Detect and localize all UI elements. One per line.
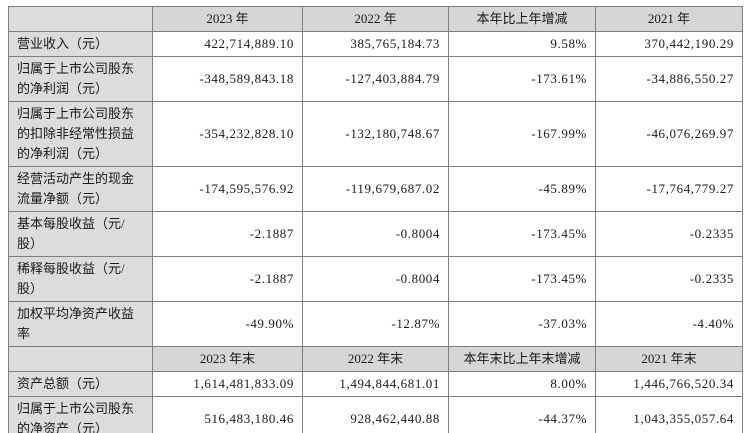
cell-2021: 1,043,355,057.64 (595, 396, 743, 433)
col-header-2021-end: 2021 年末 (595, 346, 743, 372)
corner-cell (8, 6, 153, 32)
col-header-end-change: 本年末比上年末增减 (448, 346, 596, 372)
row-label: 归属于上市公司股东的扣除非经常性损益的净利润（元） (8, 101, 153, 167)
cell-2022: -119,679,687.02 (302, 166, 449, 212)
cell-2021: -17,764,779.27 (595, 166, 743, 212)
row-label: 归属于上市公司股东的净利润（元） (8, 56, 153, 102)
col-header-2021: 2021 年 (595, 6, 743, 32)
col-header-2022: 2022 年 (302, 6, 449, 32)
cell-2023: -49.90% (152, 301, 303, 347)
corner-cell (8, 346, 153, 372)
cell-change: -44.37% (448, 396, 596, 433)
cell-2021: -4.40% (595, 301, 743, 347)
table-row-operating-cash-flow: 经营活动产生的现金流量净额（元） -174,595,576.92 -119,67… (8, 166, 743, 212)
cell-change: -173.61% (448, 56, 596, 102)
row-label: 加权平均净资产收益率 (8, 301, 153, 347)
cell-2022: -0.8004 (302, 211, 449, 257)
row-label: 资产总额（元） (8, 371, 153, 397)
table-header-row-period-end: 2023 年末 2022 年末 本年末比上年末增减 2021 年末 (8, 346, 743, 372)
cell-change: 8.00% (448, 371, 596, 397)
cell-2021: -34,886,550.27 (595, 56, 743, 102)
table-row-net-profit: 归属于上市公司股东的净利润（元） -348,589,843.18 -127,40… (8, 56, 743, 102)
col-header-yoy-change: 本年比上年增减 (448, 6, 596, 32)
cell-change: -173.45% (448, 256, 596, 302)
row-label: 营业收入（元） (8, 31, 153, 57)
cell-2021: -0.2335 (595, 256, 743, 302)
row-label: 基本每股收益（元/股） (8, 211, 153, 257)
cell-change: -37.03% (448, 301, 596, 347)
cell-2023: -174,595,576.92 (152, 166, 303, 212)
cell-2023: 422,714,889.10 (152, 31, 303, 57)
cell-change: -167.99% (448, 101, 596, 167)
table-row-total-assets: 资产总额（元） 1,614,481,833.09 1,494,844,681.0… (8, 371, 743, 397)
table-row-basic-eps: 基本每股收益（元/股） -2.1887 -0.8004 -173.45% -0.… (8, 211, 743, 257)
cell-2022: -12.87% (302, 301, 449, 347)
cell-2023: -2.1887 (152, 256, 303, 302)
cell-2021: -0.2335 (595, 211, 743, 257)
cell-2021: 370,442,190.29 (595, 31, 743, 57)
row-label: 经营活动产生的现金流量净额（元） (8, 166, 153, 212)
cell-2022: 1,494,844,681.01 (302, 371, 449, 397)
cell-2023: 516,483,180.46 (152, 396, 303, 433)
cell-2022: -0.8004 (302, 256, 449, 302)
cell-2022: -132,180,748.67 (302, 101, 449, 167)
cell-2022: 385,765,184.73 (302, 31, 449, 57)
table-row-revenue: 营业收入（元） 422,714,889.10 385,765,184.73 9.… (8, 31, 743, 57)
col-header-2022-end: 2022 年末 (302, 346, 449, 372)
cell-2022: 928,462,440.88 (302, 396, 449, 433)
financial-summary-table: 2023 年 2022 年 本年比上年增减 2021 年 营业收入（元） 422… (8, 6, 743, 433)
table-row-weighted-avg-roe: 加权平均净资产收益率 -49.90% -12.87% -37.03% -4.40… (8, 301, 743, 347)
table-row-diluted-eps: 稀释每股收益（元/股） -2.1887 -0.8004 -173.45% -0.… (8, 256, 743, 302)
cell-2021: 1,446,766,520.34 (595, 371, 743, 397)
cell-2023: 1,614,481,833.09 (152, 371, 303, 397)
cell-2023: -354,232,828.10 (152, 101, 303, 167)
cell-2023: -2.1887 (152, 211, 303, 257)
col-header-2023-end: 2023 年末 (152, 346, 303, 372)
col-header-2023: 2023 年 (152, 6, 303, 32)
table-row-net-profit-excl-nonrecurring: 归属于上市公司股东的扣除非经常性损益的净利润（元） -354,232,828.1… (8, 101, 743, 167)
cell-change: 9.58% (448, 31, 596, 57)
cell-2022: -127,403,884.79 (302, 56, 449, 102)
table-header-row-annual: 2023 年 2022 年 本年比上年增减 2021 年 (8, 6, 743, 32)
row-label: 稀释每股收益（元/股） (8, 256, 153, 302)
cell-2023: -348,589,843.18 (152, 56, 303, 102)
row-label: 归属于上市公司股东的净资产（元） (8, 396, 153, 433)
table-row-net-assets: 归属于上市公司股东的净资产（元） 516,483,180.46 928,462,… (8, 396, 743, 433)
cell-change: -45.89% (448, 166, 596, 212)
cell-change: -173.45% (448, 211, 596, 257)
cell-2021: -46,076,269.97 (595, 101, 743, 167)
